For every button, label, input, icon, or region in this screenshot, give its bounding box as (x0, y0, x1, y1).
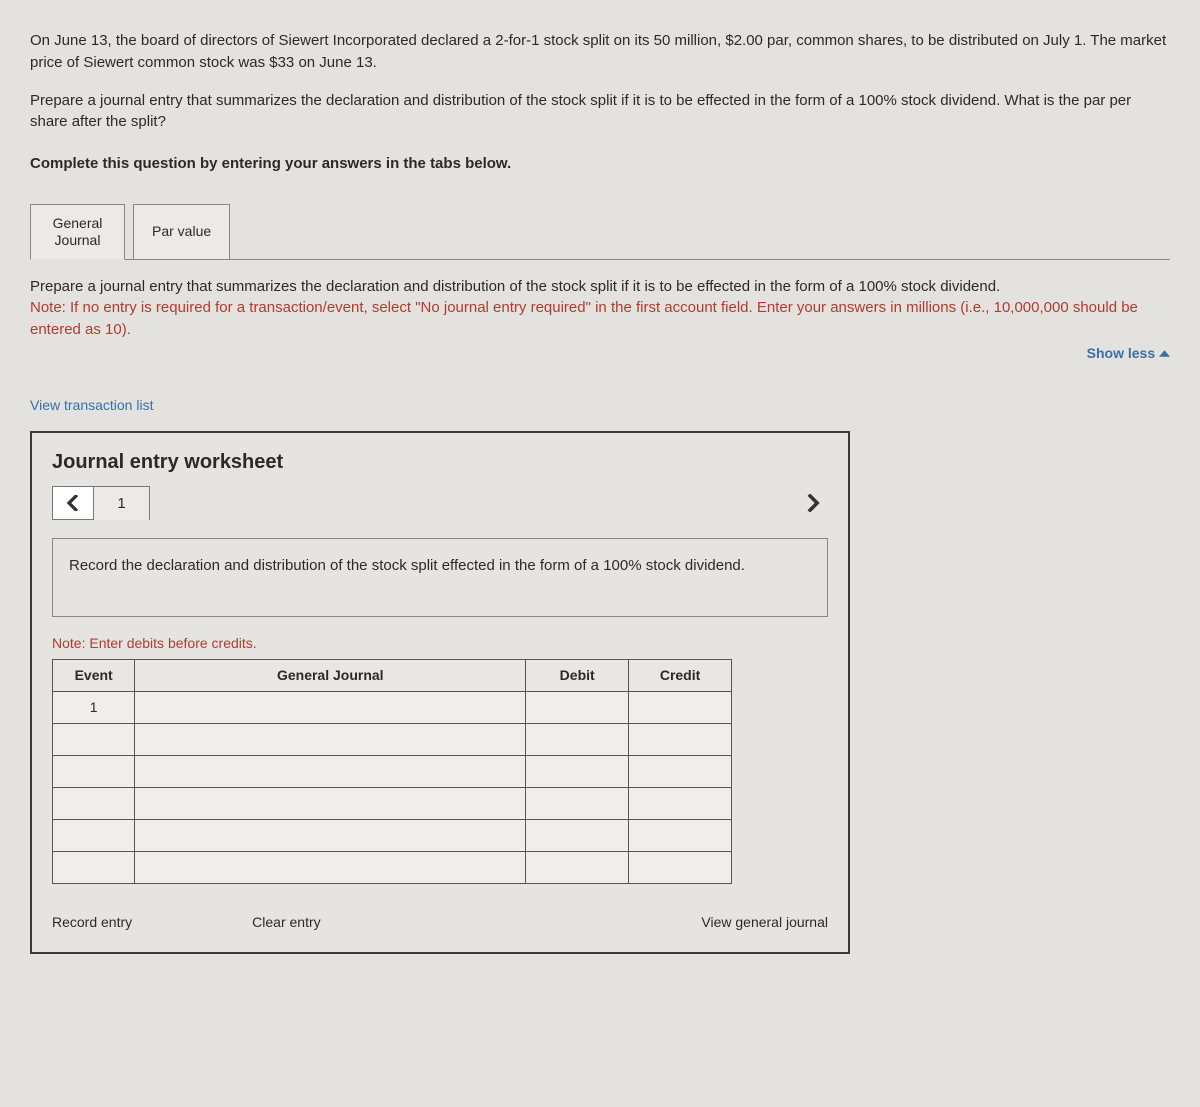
debit-cell[interactable] (526, 691, 629, 723)
debit-cell[interactable] (526, 851, 629, 883)
credit-cell[interactable] (629, 851, 732, 883)
debit-cell[interactable] (526, 723, 629, 755)
credit-cell[interactable] (629, 755, 732, 787)
table-row (53, 819, 732, 851)
entry-description-box: Record the declaration and distribution … (52, 538, 828, 617)
chevron-left-icon (66, 495, 80, 511)
tab-par-value-label: Par value (152, 223, 211, 240)
account-cell[interactable] (135, 755, 526, 787)
table-row (53, 723, 732, 755)
tab-general-journal-label: GeneralJournal (49, 215, 106, 249)
account-cell[interactable] (135, 851, 526, 883)
col-header-event: Event (53, 659, 135, 691)
credit-cell[interactable] (629, 819, 732, 851)
clear-entry-button[interactable]: Clear entry (252, 914, 320, 930)
view-general-journal-button[interactable]: View general journal (701, 914, 828, 930)
tab-general-journal[interactable]: GeneralJournal (30, 204, 125, 260)
view-transaction-list-link[interactable]: View transaction list (30, 397, 1170, 413)
journal-worksheet-panel: Journal entry worksheet 1 Record the dec… (30, 431, 850, 954)
debit-cell[interactable] (526, 787, 629, 819)
table-row (53, 851, 732, 883)
col-header-credit: Credit (629, 659, 732, 691)
event-cell: 1 (53, 691, 135, 723)
account-cell[interactable] (135, 819, 526, 851)
show-less-toggle[interactable]: Show less (30, 345, 1170, 361)
journal-entry-table: Event General Journal Debit Credit 1 (52, 659, 732, 884)
next-entry-button[interactable] (798, 486, 828, 520)
credit-cell[interactable] (629, 691, 732, 723)
tab-instruction-text: Prepare a journal entry that summarizes … (30, 278, 1000, 295)
credit-cell[interactable] (629, 723, 732, 755)
chevron-right-icon (806, 494, 820, 512)
account-cell[interactable] (135, 787, 526, 819)
problem-paragraph-1: On June 13, the board of directors of Si… (30, 30, 1170, 74)
tab-instruction-note: Note: If no entry is required for a tran… (30, 299, 1138, 338)
table-row: 1 (53, 691, 732, 723)
account-cell[interactable] (135, 723, 526, 755)
complete-instruction: Complete this question by entering your … (30, 155, 1170, 172)
table-row (53, 787, 732, 819)
account-cell[interactable] (135, 691, 526, 723)
worksheet-title: Journal entry worksheet (32, 433, 848, 486)
entry-step-tab[interactable]: 1 (94, 486, 150, 520)
chevron-up-icon (1159, 348, 1170, 359)
table-row (53, 755, 732, 787)
debit-cell[interactable] (526, 755, 629, 787)
debits-before-credits-note: Note: Enter debits before credits. (32, 635, 848, 659)
show-less-label: Show less (1087, 345, 1155, 361)
col-header-general-journal: General Journal (135, 659, 526, 691)
prev-entry-button[interactable] (52, 486, 94, 520)
problem-paragraph-2: Prepare a journal entry that summarizes … (30, 90, 1170, 134)
record-entry-button[interactable]: Record entry (52, 914, 132, 930)
credit-cell[interactable] (629, 787, 732, 819)
debit-cell[interactable] (526, 819, 629, 851)
tab-par-value[interactable]: Par value (133, 204, 230, 260)
col-header-debit: Debit (526, 659, 629, 691)
